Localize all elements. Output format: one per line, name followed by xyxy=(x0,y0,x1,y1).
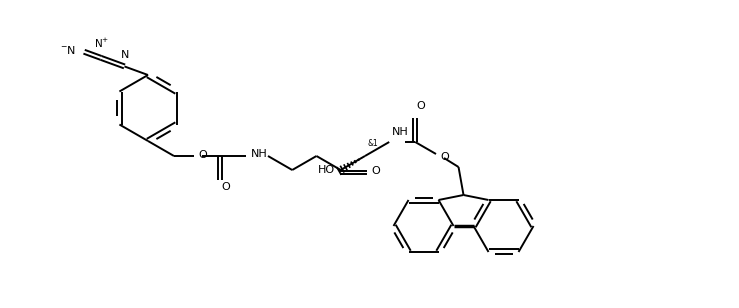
Text: O: O xyxy=(221,182,230,192)
Text: $^{-}$N: $^{-}$N xyxy=(60,44,76,56)
Text: N$^{+}$: N$^{+}$ xyxy=(95,37,109,50)
Text: N: N xyxy=(121,51,129,60)
Text: O: O xyxy=(440,152,449,162)
Text: NH: NH xyxy=(251,149,268,159)
Text: &1: &1 xyxy=(368,139,378,148)
Text: HO: HO xyxy=(318,165,335,175)
Text: O: O xyxy=(416,101,425,111)
Text: O: O xyxy=(371,166,380,176)
Text: O: O xyxy=(198,150,207,160)
Text: NH: NH xyxy=(392,127,409,137)
